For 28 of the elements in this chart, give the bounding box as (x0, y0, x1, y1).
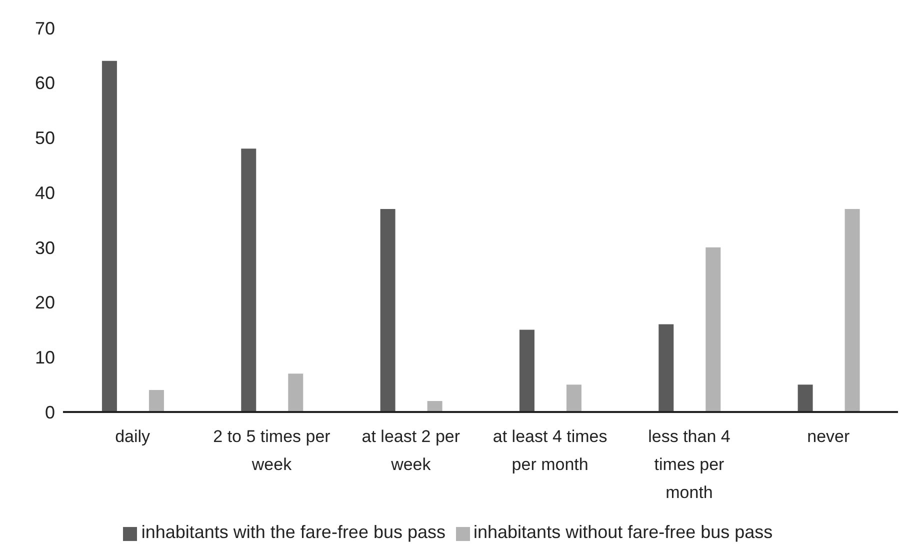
bar (241, 148, 256, 412)
y-tick-label: 20 (34, 292, 55, 313)
y-tick-label: 0 (44, 402, 55, 422)
x-tick-label: less than 4 times per month (648, 427, 730, 502)
x-tick-label: never (807, 427, 850, 446)
x-tick-label: 2 to 5 times per week (213, 427, 331, 474)
bar (519, 330, 534, 412)
y-tick-label: 70 (34, 18, 55, 38)
bar (148, 390, 164, 412)
bar (566, 384, 582, 412)
bar (102, 60, 117, 412)
bar (798, 384, 813, 412)
x-tick-label: at least 4 times per month (492, 427, 608, 474)
bar (658, 324, 674, 412)
bar (380, 209, 396, 412)
bar (288, 374, 304, 412)
y-tick-label: 10 (34, 348, 55, 368)
bar (844, 209, 860, 412)
y-tick-label: 30 (34, 238, 55, 258)
x-tick-label: daily (115, 427, 151, 446)
y-tick-label: 40 (34, 182, 55, 203)
bar (427, 401, 442, 412)
legend-label: inhabitants with the fare-free bus pass (141, 522, 446, 542)
bar (706, 247, 721, 412)
y-tick-label: 50 (34, 128, 55, 148)
legend-label: inhabitants without fare-free bus pass (474, 522, 773, 542)
y-tick-label: 60 (34, 73, 55, 94)
x-tick-label: at least 2 per week (362, 427, 460, 474)
